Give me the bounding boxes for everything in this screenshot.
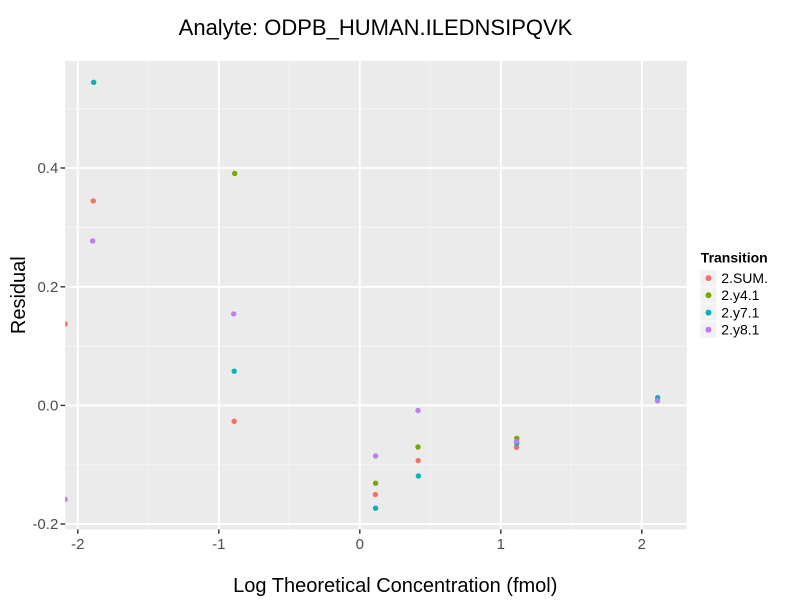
svg-text:Residual: Residual — [8, 256, 30, 334]
svg-text:0: 0 — [356, 536, 364, 553]
svg-text:2.y4.1: 2.y4.1 — [721, 287, 759, 303]
svg-text:Transition: Transition — [701, 250, 768, 266]
svg-text:Analyte: ODPB_HUMAN.ILEDNSIPQV: Analyte: ODPB_HUMAN.ILEDNSIPQVK — [179, 15, 573, 40]
svg-text:2.y7.1: 2.y7.1 — [721, 304, 759, 320]
svg-text:0.0: 0.0 — [37, 398, 58, 415]
svg-text:1: 1 — [497, 536, 505, 553]
svg-text:2.SUM.: 2.SUM. — [721, 270, 768, 286]
svg-text:2.y8.1: 2.y8.1 — [721, 322, 759, 338]
svg-text:Log Theoretical Concentration: Log Theoretical Concentration (fmol) — [233, 575, 557, 597]
svg-text:0.4: 0.4 — [37, 160, 58, 177]
svg-text:-0.2: -0.2 — [32, 516, 58, 533]
svg-text:2: 2 — [638, 536, 646, 553]
svg-text:-2: -2 — [71, 536, 84, 553]
svg-text:-1: -1 — [212, 536, 225, 553]
svg-text:0.2: 0.2 — [37, 279, 58, 296]
